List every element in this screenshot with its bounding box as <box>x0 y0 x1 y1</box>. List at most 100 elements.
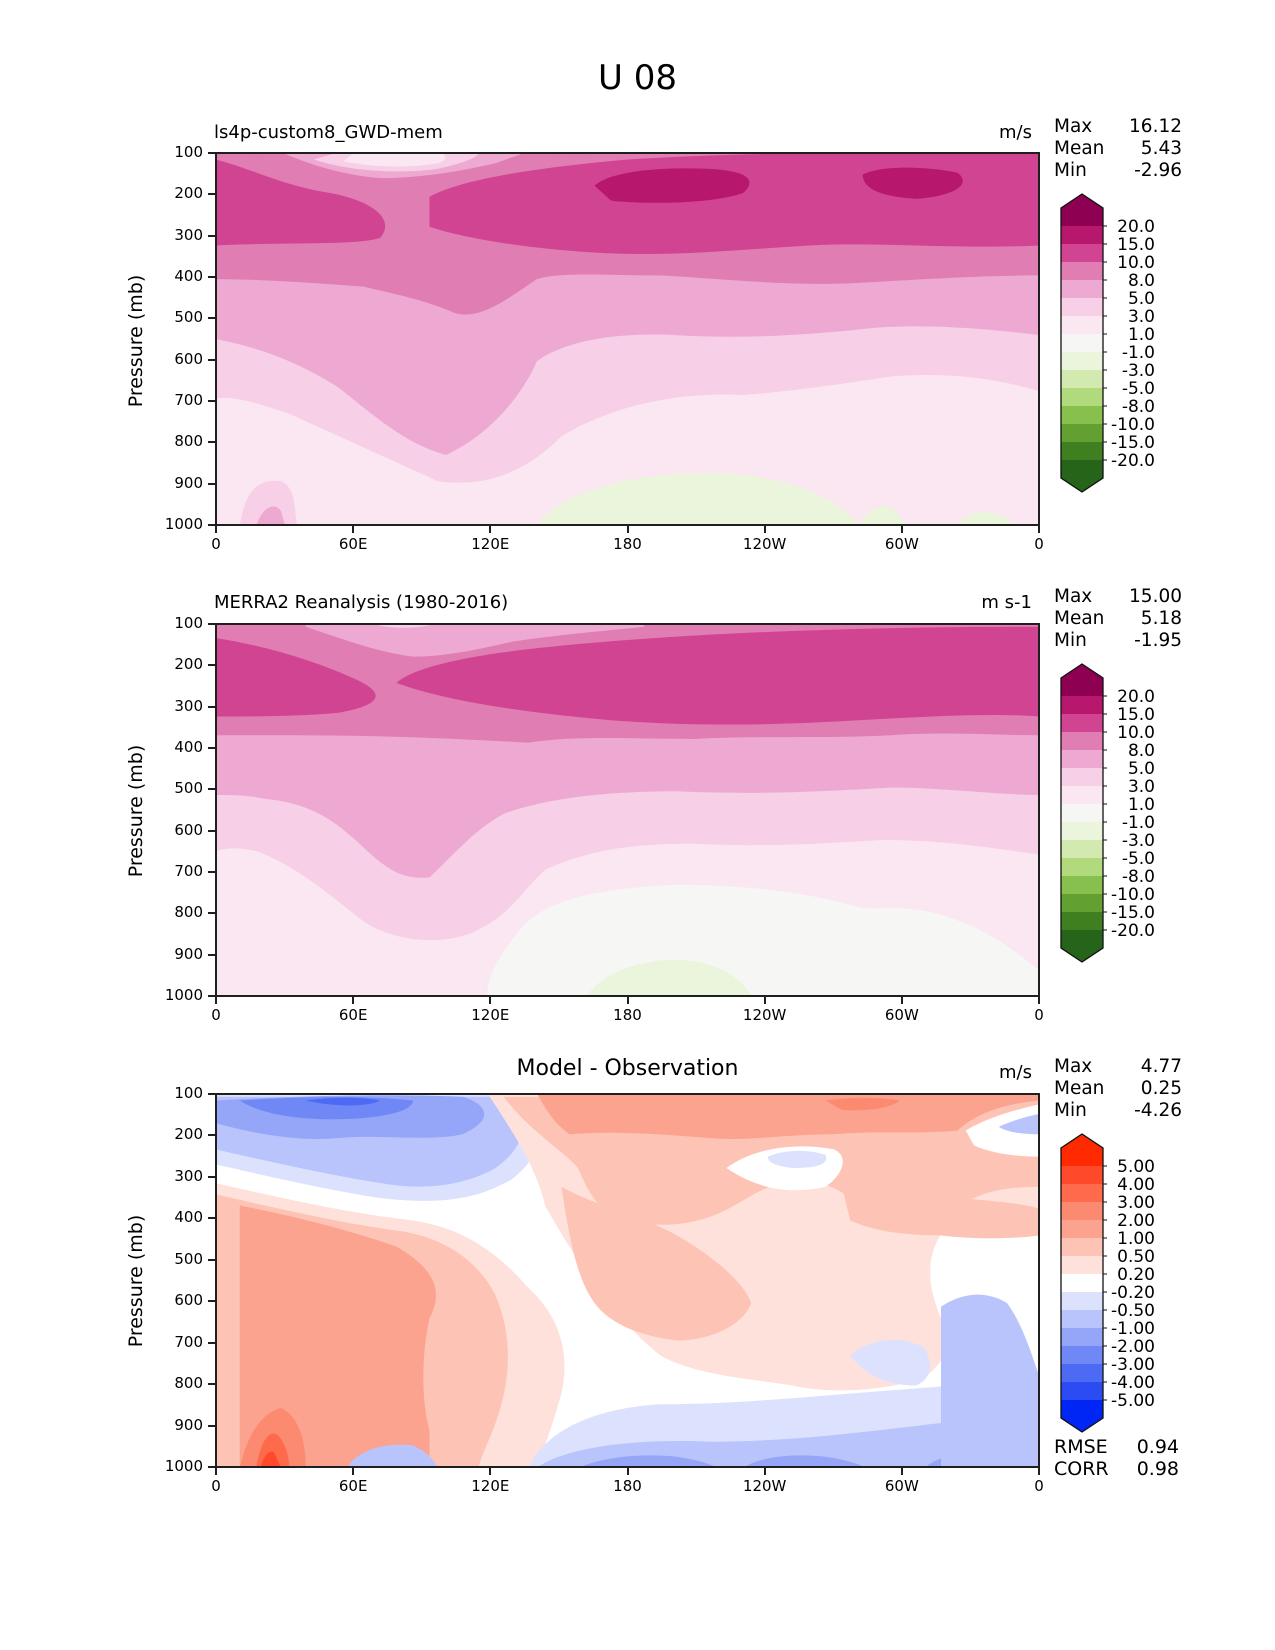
y-tick-label: 500 <box>174 1249 203 1268</box>
x-tick-label: 120E <box>471 1006 510 1024</box>
y-tick-mark <box>208 358 215 361</box>
x-tick-mark <box>900 997 903 1004</box>
contour-region <box>858 506 908 526</box>
y-tick-mark <box>208 871 215 873</box>
corr-value: 0.98 <box>1136 1458 1179 1480</box>
y-tick-mark <box>208 1258 215 1261</box>
colorbar-label: -10.0 <box>1111 885 1155 905</box>
contour-region <box>767 1150 827 1168</box>
colorbar-band <box>1061 406 1103 425</box>
colorbar-label: -0.50 <box>1111 1301 1155 1321</box>
contour-region <box>578 1455 719 1468</box>
colorbar-label: -3.0 <box>1122 361 1155 381</box>
x-tick-mark <box>215 997 217 1004</box>
colorbar-label: 5.00 <box>1117 1157 1155 1177</box>
y-tick-label: 900 <box>174 1415 203 1434</box>
x-tick-mark <box>626 1468 629 1475</box>
contour-region <box>396 626 1040 725</box>
colorbar-label: 8.0 <box>1128 271 1155 291</box>
colorbar-band <box>1061 696 1103 715</box>
y-tick-label: 100 <box>174 614 203 632</box>
contour-region <box>941 1294 1040 1468</box>
y-tick-label: 700 <box>174 1332 203 1351</box>
contour-region <box>536 473 859 526</box>
y-tick-label: 700 <box>174 862 203 880</box>
stat-mean-value: 0.25 <box>1140 1078 1182 1099</box>
y-tick-label: 300 <box>174 1166 203 1185</box>
contour-region <box>215 637 376 717</box>
y-tick-mark <box>208 1466 215 1468</box>
contour-plot <box>215 623 1040 997</box>
y-tick-mark <box>208 441 215 444</box>
colorbar-label: -8.0 <box>1122 397 1155 417</box>
stats-box: Max 4.77 Mean 0.25 Min -4.26 <box>1054 1056 1182 1122</box>
x-tick-label: 120W <box>742 1006 787 1024</box>
colorbar-band <box>1061 786 1103 805</box>
colorbar-label: 10.0 <box>1117 723 1155 743</box>
y-tick-label: 100 <box>174 143 203 161</box>
colorbar-band <box>1061 226 1103 245</box>
y-tick-label: 800 <box>174 1374 203 1393</box>
x-tick-label: 0 <box>1034 535 1044 553</box>
colorbar-band <box>1061 1310 1103 1329</box>
rmse-label: RMSE <box>1054 1436 1108 1458</box>
colorbar-label: -1.0 <box>1122 343 1155 363</box>
contour-region <box>561 1186 752 1341</box>
colorbar-outline <box>1060 1133 1104 1433</box>
x-tick-label: 0 <box>211 535 221 553</box>
colorbar-band <box>1061 1134 1103 1166</box>
contour-region <box>743 1455 867 1468</box>
y-tick-label: 600 <box>174 820 203 839</box>
rmse-value: 0.94 <box>1136 1436 1179 1458</box>
contour-field <box>215 623 1040 997</box>
contour-region <box>594 168 750 203</box>
colorbar-band <box>1061 352 1103 371</box>
x-tick-mark <box>215 1468 217 1475</box>
x-tick-label: 0 <box>211 1477 221 1495</box>
colorbar-band <box>1061 876 1103 895</box>
colorbar-label: 1.0 <box>1128 325 1155 345</box>
colorbar: 20.015.010.08.05.03.01.0-1.0-3.0-5.0-8.0… <box>1060 663 1155 963</box>
contour-region <box>239 480 298 526</box>
x-tick-label: 180 <box>613 1477 642 1495</box>
colorbar-label: -15.0 <box>1111 903 1155 923</box>
colorbar-band <box>1061 262 1103 281</box>
x-tick-label: 0 <box>211 1006 221 1024</box>
x-tick-label: 60E <box>338 1477 368 1495</box>
colorbar-band <box>1061 1364 1103 1383</box>
y-tick-label: 800 <box>174 432 203 451</box>
y-tick-mark <box>208 1383 215 1386</box>
contour-region <box>342 152 446 167</box>
y-tick-mark <box>208 1300 215 1303</box>
contour-region <box>586 959 752 997</box>
y-tick-label: 300 <box>174 696 203 715</box>
colorbar-band <box>1061 750 1103 769</box>
colorbar-label: 15.0 <box>1117 235 1155 255</box>
colorbar-label: -5.0 <box>1122 849 1155 869</box>
contour-field <box>215 152 1040 526</box>
x-tick-mark <box>1038 997 1040 1004</box>
colorbar-band <box>1061 894 1103 913</box>
panel-title: ls4p-custom8_GWD-mem <box>214 122 443 143</box>
x-tick-label: 60W <box>884 1477 919 1495</box>
x-tick-label: 60E <box>338 1006 368 1024</box>
units-label: m s-1 <box>981 592 1032 613</box>
y-tick-label: 1000 <box>164 515 203 533</box>
contour-region <box>215 159 386 246</box>
x-tick-label: 180 <box>613 1006 642 1024</box>
stat-max-value: 4.77 <box>1140 1056 1182 1077</box>
colorbar-band <box>1061 1346 1103 1365</box>
y-tick-label: 900 <box>174 473 203 492</box>
colorbar-band <box>1061 714 1103 733</box>
contour-region <box>347 1444 438 1468</box>
x-tick-mark <box>215 526 217 533</box>
colorbar-band <box>1061 1328 1103 1347</box>
colorbar-band <box>1061 1400 1103 1432</box>
x-tick-label: 60W <box>884 535 919 553</box>
contour-region <box>842 1185 1040 1239</box>
colorbar-band <box>1061 1292 1103 1311</box>
colorbar-label: 8.0 <box>1128 741 1155 761</box>
colorbar-label: 4.00 <box>1117 1175 1155 1195</box>
stat-min-label: Min <box>1054 160 1087 181</box>
y-tick-label: 600 <box>174 1291 203 1310</box>
